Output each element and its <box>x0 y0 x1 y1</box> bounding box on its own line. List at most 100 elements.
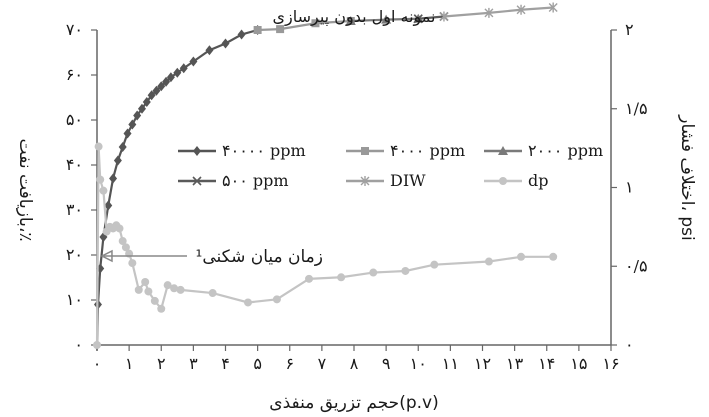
x-tick-label: ۲ <box>157 354 166 373</box>
data-point <box>549 252 558 261</box>
data-point <box>516 4 526 15</box>
data-point <box>96 175 105 184</box>
data-point <box>142 97 151 107</box>
x-tick-label: ۱۲ <box>474 354 491 373</box>
data-point <box>360 176 370 186</box>
y-left-tick-label: ۳۰ <box>66 200 83 219</box>
y-left-tick-label: ۰ <box>74 335 83 354</box>
data-point <box>221 38 230 49</box>
data-point <box>345 16 356 25</box>
x-tick-label: ۵ <box>253 354 262 373</box>
data-point <box>311 19 320 28</box>
y-right-tick-label: ۰ <box>625 335 634 354</box>
annotation-arrow-head <box>100 249 113 263</box>
chart-title: نمونه اول بدون پیرسازی <box>272 7 435 27</box>
data-point <box>147 90 156 101</box>
data-point <box>121 243 130 252</box>
text-layer: نمونه اول بدون پیرسازی حجم تزریق منفذی(p… <box>15 7 697 413</box>
y-right-tick-label: ۱/۵ <box>625 99 648 118</box>
data-point <box>179 63 188 74</box>
data-point <box>152 85 161 96</box>
legend-item-1: ۴۰۰۰ ppm <box>346 141 465 160</box>
x-tick-label: ۰ <box>93 354 102 373</box>
x-tick-label: ۳ <box>189 354 198 373</box>
data-point <box>128 119 137 130</box>
data-point <box>369 268 378 277</box>
data-point <box>337 273 346 282</box>
series-line <box>418 15 445 20</box>
y-left-tick-label: ۱۰ <box>66 290 83 309</box>
data-point <box>361 147 369 155</box>
data-point <box>401 266 410 275</box>
series-4 <box>439 2 558 22</box>
data-point <box>189 56 198 67</box>
data-point <box>237 29 246 40</box>
legend-label: ۵۰۰ ppm <box>222 171 289 190</box>
data-point <box>170 284 179 293</box>
data-point <box>272 295 281 304</box>
data-point <box>99 186 108 195</box>
data-point <box>123 128 132 139</box>
data-point <box>484 7 494 18</box>
legend-item-0: ۴۰۰۰۰ ppm <box>178 141 306 160</box>
data-point <box>305 274 314 283</box>
data-point <box>104 200 113 211</box>
data-point <box>150 296 159 305</box>
data-point <box>118 237 127 246</box>
data-point <box>430 260 439 269</box>
data-point <box>163 281 172 290</box>
x-tick-label: ۱۵ <box>570 354 587 373</box>
data-point <box>133 110 142 121</box>
x-tick-label: ۴ <box>221 354 230 373</box>
axes-layer: ۰ ۱ ۲ ۳ ۴ ۵ ۶ ۷ ۸ ۹ ۱۰ ۱۱ ۱۲ ۱۳ ۱۴ ۱۵ ۱۶۰۱۰۲۰۳۰۴۰۵۰۶۰۷۰۰… <box>66 20 648 373</box>
legend-label: dp <box>528 171 548 190</box>
x-tick-label: ۶ <box>285 354 294 373</box>
data-point <box>439 11 449 22</box>
data-point <box>253 26 262 34</box>
data-point <box>548 2 558 13</box>
x-tick-label: ۹ <box>382 354 391 373</box>
x-tick-label: ۱۱ <box>442 354 459 373</box>
data-point <box>205 45 214 56</box>
series-line <box>257 19 351 32</box>
data-point <box>115 224 124 233</box>
data-point <box>157 304 166 313</box>
data-point <box>498 146 508 155</box>
y-right-tick-label: ۲ <box>625 20 634 39</box>
legend-item-5: dp <box>484 171 548 190</box>
breakthrough-annotation: زمان میان شکنی¹ <box>196 247 323 267</box>
data-point <box>193 146 201 156</box>
data-point <box>162 76 171 87</box>
legend-label: ۴۰۰۰ ppm <box>390 141 465 160</box>
x-tick-label: ۱۶ <box>602 354 619 373</box>
y-left-tick-label: ۵۰ <box>66 110 83 129</box>
legend-item-4: DIW <box>346 171 426 190</box>
data-point <box>484 257 493 266</box>
x-tick-label: ۷ <box>318 354 327 373</box>
x-tick-label: ۱۳ <box>506 354 524 373</box>
y-left-tick-label: ۷۰ <box>66 20 83 39</box>
y-right-tick-label: ۰/۵ <box>625 256 648 275</box>
series-line <box>95 146 554 346</box>
y-axis-left-label: بازیافت نفت،٪ <box>15 139 35 242</box>
data-point <box>134 285 143 294</box>
y-right-tick-label: ۱ <box>625 178 634 197</box>
legend-label: ۲۰۰۰ ppm <box>528 141 603 160</box>
data-point <box>128 259 137 268</box>
data-point <box>192 176 202 186</box>
data-point <box>137 103 146 114</box>
series-line <box>443 6 554 18</box>
legend: ۴۰۰۰۰ ppm ۴۰۰۰ ppm ۲۰۰۰ ppm ۵۰۰ ppm DIW dp <box>178 141 603 190</box>
data-point <box>118 142 127 152</box>
data-point <box>144 287 153 296</box>
data-point <box>381 14 392 24</box>
data-point <box>176 285 185 294</box>
y-left-tick-label: ۲۰ <box>66 245 83 264</box>
x-tick-label: ۱ <box>125 354 134 373</box>
y-axis-right-label: اختلاف فشار، psi <box>677 114 697 240</box>
legend-item-2: ۲۰۰۰ ppm <box>484 141 603 160</box>
x-tick-label: ۱۰ <box>410 354 427 373</box>
data-point <box>141 278 150 286</box>
